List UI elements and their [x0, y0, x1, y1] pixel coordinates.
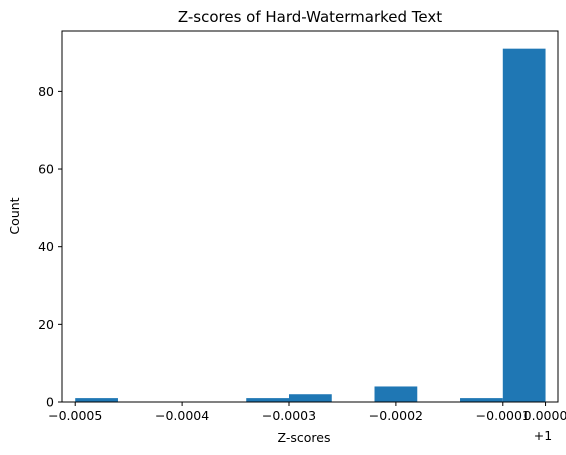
x-tick-label: −0.0005: [48, 408, 102, 423]
x-axis-label: Z-scores: [278, 430, 331, 445]
x-tick-label: 0.0000: [524, 408, 566, 423]
y-tick-label: 60: [38, 162, 54, 177]
histogram-bar: [503, 49, 546, 402]
plot-frame: [62, 31, 558, 402]
x-tick-label: −0.0004: [155, 408, 209, 423]
histogram-bar: [289, 394, 332, 402]
histogram-bar: [460, 398, 503, 402]
x-offset-label: +1: [534, 428, 552, 443]
y-tick-label: 0: [46, 395, 54, 410]
x-tick-label: −0.0002: [369, 408, 423, 423]
y-tick-label: 80: [38, 84, 54, 99]
y-tick-label: 40: [38, 239, 54, 254]
y-axis-label: Count: [7, 197, 22, 234]
chart-title: Z-scores of Hard-Watermarked Text: [178, 8, 442, 26]
y-tick-label: 20: [38, 317, 54, 332]
y-axis-ticks: 0 20 40 60 80: [38, 84, 62, 410]
histogram-bar: [75, 398, 118, 402]
x-tick-label: −0.0003: [262, 408, 316, 423]
x-tick-label: −0.0001: [476, 408, 530, 423]
x-axis-ticks: −0.0005 −0.0004 −0.0003 −0.0002 −0.00010.000…: [48, 402, 566, 423]
histogram-bar: [375, 386, 418, 402]
bars-group: [75, 49, 545, 402]
histogram-bar: [246, 398, 289, 402]
